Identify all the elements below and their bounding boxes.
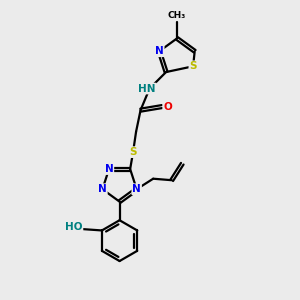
Text: O: O: [163, 101, 172, 112]
Text: CH₃: CH₃: [168, 11, 186, 20]
Text: N: N: [132, 184, 141, 194]
Text: N: N: [105, 164, 113, 174]
Text: HO: HO: [65, 222, 82, 233]
Text: HN: HN: [138, 83, 156, 94]
Text: N: N: [155, 46, 164, 56]
Text: N: N: [98, 184, 107, 194]
Text: S: S: [189, 61, 197, 71]
Text: S: S: [129, 147, 137, 157]
